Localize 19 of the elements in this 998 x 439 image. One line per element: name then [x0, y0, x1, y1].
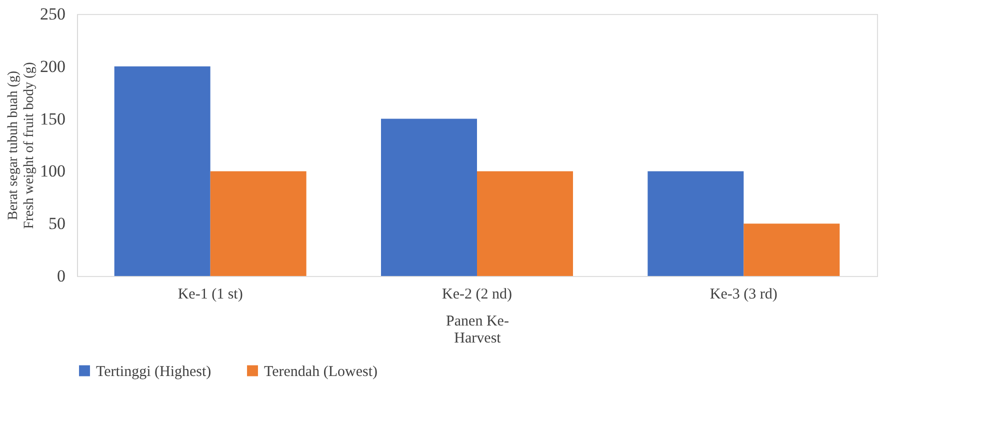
bar: [744, 224, 840, 276]
bar: [381, 118, 477, 276]
y-tick-label: 50: [48, 214, 66, 234]
bar: [648, 171, 744, 276]
y-tick-label: 150: [40, 109, 66, 128]
bar: [114, 66, 210, 276]
y-tick-label: 0: [57, 266, 66, 286]
legend-label: Terendah (Lowest): [264, 364, 378, 380]
bar: [210, 171, 306, 276]
x-tick-label: Ke-1 (1 st): [178, 286, 243, 302]
y-tick-label: 200: [40, 56, 66, 76]
y-tick-label: 250: [40, 4, 66, 24]
y-axis-title: Berat segar tubuh buah (g) Fresh weight of fruit body (g): [6, 62, 37, 229]
x-axis-title: Panen Ke- Harvest: [446, 314, 509, 346]
legend-label: Tertinggi (Highest): [96, 364, 212, 380]
x-tick-label: Ke-3 (3 rd): [710, 286, 778, 302]
x-tick-label: Ke-2 (2 nd): [442, 286, 512, 302]
bar: [477, 171, 573, 276]
y-tick-label: 100: [40, 162, 66, 181]
